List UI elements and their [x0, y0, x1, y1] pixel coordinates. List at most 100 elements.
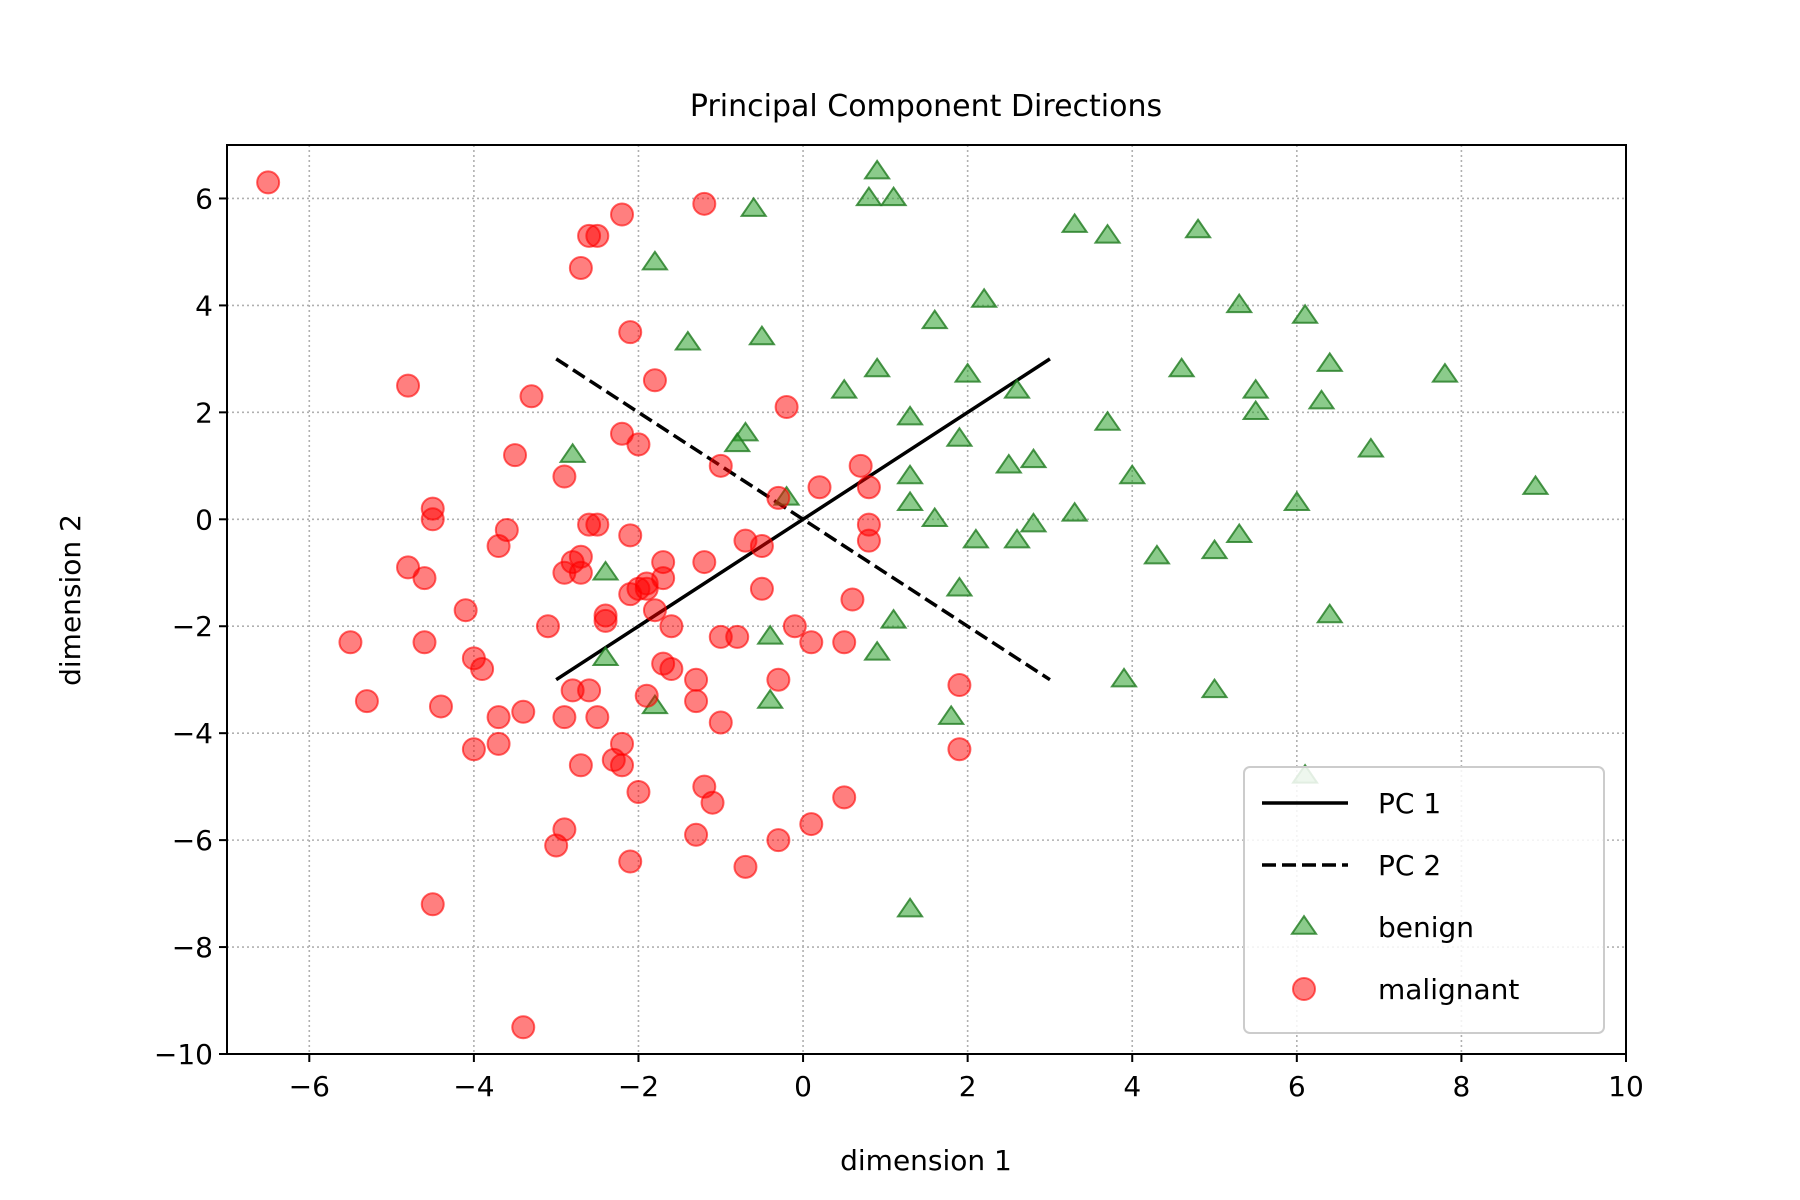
legend-circle-swatch: [1292, 977, 1316, 1001]
benign-point: [830, 378, 859, 399]
malignant-point: [832, 785, 857, 810]
malignant-point: [766, 828, 791, 853]
benign-point: [1060, 501, 1089, 522]
benign-point: [863, 357, 892, 378]
malignant-point: [618, 582, 643, 607]
malignant-point: [799, 630, 824, 655]
malignant-point: [338, 630, 363, 655]
benign-point: [558, 442, 587, 463]
benign-point: [591, 560, 620, 581]
malignant-point: [396, 373, 421, 398]
benign-point: [1315, 351, 1344, 372]
malignant-point: [659, 657, 684, 682]
benign-point: [854, 185, 883, 207]
axis-ticks: −6 −4 −2 0 2 4 6 8 10 −10 −8 −6 −4 −2 0 2 4 6: [154, 182, 1644, 1103]
chart-title: Principal Component Directions: [690, 89, 1162, 124]
benign-point: [896, 463, 924, 485]
malignant-point: [766, 667, 791, 692]
malignant-point: [396, 555, 421, 580]
x-tick-label: 8: [1452, 1070, 1470, 1103]
x-tick-label: 2: [959, 1070, 977, 1103]
legend-box: [1243, 766, 1605, 1034]
malignant-point: [610, 202, 635, 227]
benign-point: [1118, 463, 1147, 485]
malignant-point: [708, 453, 733, 478]
benign-point: [723, 431, 752, 453]
benign-point: [896, 490, 924, 511]
malignant-point: [799, 812, 824, 837]
benign-point: [641, 250, 669, 271]
data-points: [256, 159, 1550, 1040]
malignant-point: [626, 779, 651, 804]
malignant-point: [568, 560, 593, 585]
malignant-point: [832, 630, 857, 655]
benign-point: [994, 453, 1023, 474]
legend-triangle-swatch: [1290, 914, 1318, 935]
malignant-point: [577, 512, 602, 537]
x-axis-label: dimension 1: [840, 1144, 1012, 1177]
benign-point: [896, 897, 924, 918]
x-tick-label: 10: [1608, 1070, 1644, 1103]
benign-point: [756, 624, 785, 645]
malignant-point: [610, 753, 635, 778]
pc1-line: [555, 357, 1051, 682]
malignant-point: [577, 678, 602, 703]
benign-point: [863, 159, 892, 180]
malignant-point: [593, 608, 618, 633]
malignant-point: [519, 384, 544, 409]
malignant-point: [684, 667, 709, 692]
benign-point: [1093, 410, 1122, 431]
y-tick-label: 2: [195, 396, 213, 429]
benign-point: [953, 362, 982, 383]
x-tick-label: 0: [794, 1070, 812, 1103]
malignant-point: [486, 534, 511, 559]
benign-point: [748, 324, 776, 346]
malignant-point: [947, 737, 972, 762]
malignant-point: [700, 790, 725, 815]
benign-point: [1060, 212, 1089, 233]
benign-point: [1019, 512, 1048, 533]
legend-label: PC 1: [1378, 787, 1441, 820]
y-tick-label: −4: [172, 717, 213, 750]
malignant-point: [511, 1015, 536, 1040]
malignant-point: [659, 614, 684, 639]
benign-point: [1167, 357, 1196, 378]
benign-point: [970, 287, 999, 308]
x-tick-label: −6: [289, 1070, 330, 1103]
y-tick-label: −8: [172, 931, 213, 964]
benign-point: [1431, 362, 1459, 383]
legend-label: benign: [1378, 911, 1474, 944]
legend-label: malignant: [1378, 973, 1519, 1006]
legend-label: PC 2: [1378, 849, 1441, 882]
benign-point: [1003, 528, 1031, 549]
benign-point: [1225, 522, 1254, 544]
benign-point: [1241, 399, 1270, 421]
x-tick-label: −4: [453, 1070, 494, 1103]
benign-point: [863, 640, 892, 661]
y-tick-label: 4: [195, 289, 213, 322]
malignant-point: [511, 699, 536, 724]
benign-point: [1282, 490, 1311, 511]
malignant-point: [634, 683, 659, 708]
malignant-point: [470, 657, 495, 682]
malignant-point: [544, 833, 569, 858]
benign-point: [1184, 217, 1212, 239]
benign-point: [1110, 667, 1138, 688]
malignant-point: [428, 694, 453, 719]
benign-point: [1003, 378, 1031, 399]
malignant-point: [947, 673, 972, 698]
malignant-point: [807, 475, 832, 500]
malignant-point: [692, 550, 717, 575]
malignant-point: [453, 598, 478, 623]
benign-point: [1143, 544, 1171, 565]
malignant-point: [552, 705, 577, 730]
benign-point: [945, 426, 974, 447]
malignant-point: [642, 598, 667, 623]
malignant-point: [725, 624, 750, 649]
benign-point: [756, 688, 785, 709]
malignant-point: [503, 443, 528, 468]
y-tick-label: −2: [172, 610, 213, 643]
malignant-point: [733, 854, 758, 879]
malignant-point: [486, 705, 511, 730]
